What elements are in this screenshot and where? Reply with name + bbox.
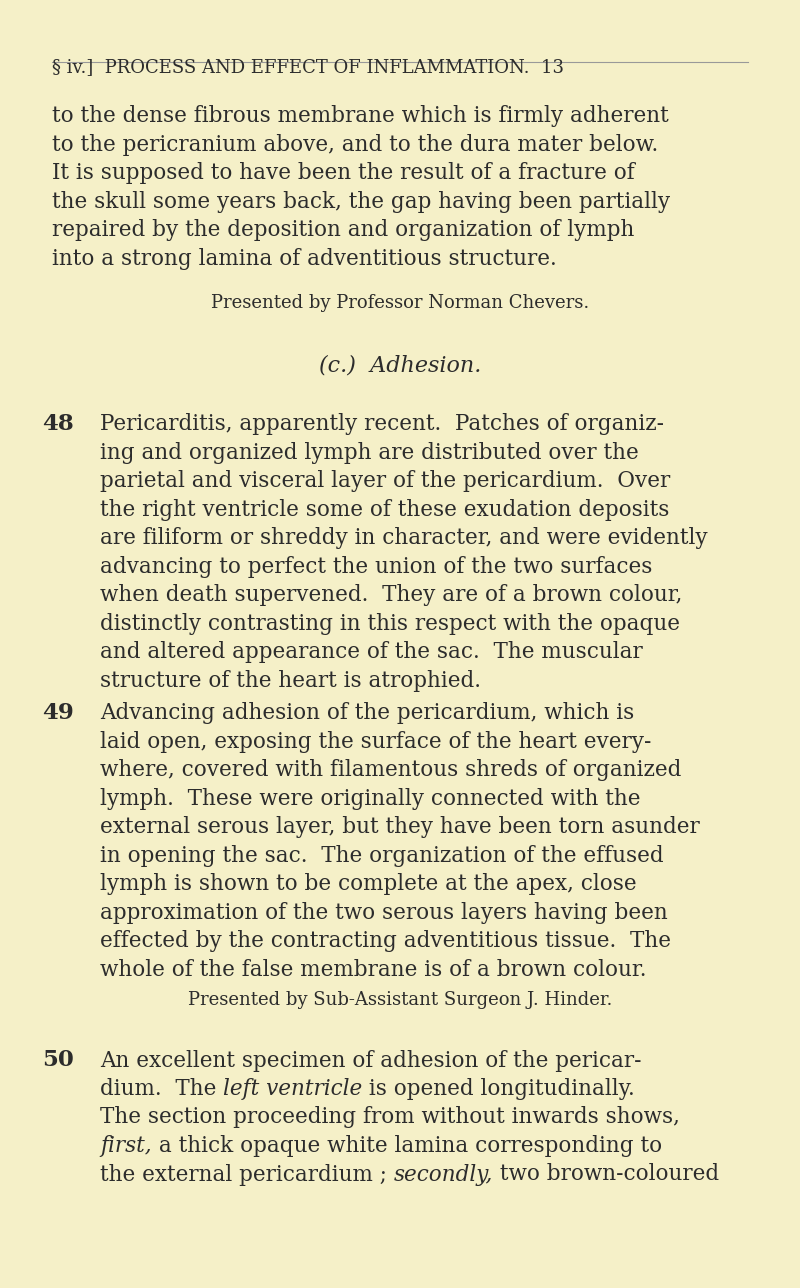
Text: § iv.]  PROCESS AND EFFECT OF INFLAMMATION.  13: § iv.] PROCESS AND EFFECT OF INFLAMMATIO… (52, 58, 564, 76)
Text: lymph is shown to be complete at the apex, close: lymph is shown to be complete at the ape… (100, 873, 637, 895)
Text: a thick opaque white lamina corresponding to: a thick opaque white lamina correspondin… (152, 1135, 662, 1157)
Text: the right ventricle some of these exudation deposits: the right ventricle some of these exudat… (100, 498, 670, 520)
Text: into a strong lamina of adventitious structure.: into a strong lamina of adventitious str… (52, 247, 557, 269)
Text: lymph.  These were originally connected with the: lymph. These were originally connected w… (100, 787, 641, 809)
Text: ing and organized lymph are distributed over the: ing and organized lymph are distributed … (100, 442, 638, 464)
Text: to the dense fibrous membrane which is firmly adherent: to the dense fibrous membrane which is f… (52, 106, 669, 128)
Text: in opening the sac.  The organization of the effused: in opening the sac. The organization of … (100, 845, 664, 867)
Text: left ventricle: left ventricle (223, 1078, 362, 1100)
Text: It is supposed to have been the result of a fracture of: It is supposed to have been the result o… (52, 162, 634, 184)
Text: repaired by the deposition and organization of lymph: repaired by the deposition and organizat… (52, 219, 634, 241)
Text: external serous layer, but they have been torn asunder: external serous layer, but they have bee… (100, 817, 700, 838)
Text: secondly,: secondly, (394, 1163, 493, 1185)
Text: Pericarditis, apparently recent.  Patches of organiz-: Pericarditis, apparently recent. Patches… (100, 413, 664, 435)
Text: 49: 49 (42, 702, 74, 724)
Text: and altered appearance of the sac.  The muscular: and altered appearance of the sac. The m… (100, 641, 642, 663)
Text: (c.)  Adhesion.: (c.) Adhesion. (319, 354, 481, 376)
Text: two brown-coloured: two brown-coloured (493, 1163, 719, 1185)
Text: is opened longitudinally.: is opened longitudinally. (362, 1078, 635, 1100)
Text: are filiform or shreddy in character, and were evidently: are filiform or shreddy in character, an… (100, 527, 708, 549)
Text: dium.  The: dium. The (100, 1078, 223, 1100)
Text: 48: 48 (42, 413, 74, 435)
Text: distinctly contrasting in this respect with the opaque: distinctly contrasting in this respect w… (100, 613, 680, 635)
Text: first,: first, (100, 1135, 152, 1157)
Text: whole of the false membrane is of a brown colour.: whole of the false membrane is of a brow… (100, 958, 646, 980)
Text: to the pericranium above, and to the dura mater below.: to the pericranium above, and to the dur… (52, 134, 658, 156)
Text: laid open, exposing the surface of the heart every-: laid open, exposing the surface of the h… (100, 730, 651, 752)
Text: The section proceeding from without inwards shows,: The section proceeding from without inwa… (100, 1106, 680, 1128)
Text: the skull some years back, the gap having been partially: the skull some years back, the gap havin… (52, 191, 670, 213)
Text: An excellent specimen of adhesion of the pericar-: An excellent specimen of adhesion of the… (100, 1050, 642, 1072)
Text: parietal and visceral layer of the pericardium.  Over: parietal and visceral layer of the peric… (100, 470, 670, 492)
Text: effected by the contracting adventitious tissue.  The: effected by the contracting adventitious… (100, 930, 671, 952)
Text: approximation of the two serous layers having been: approximation of the two serous layers h… (100, 902, 668, 923)
Text: structure of the heart is atrophied.: structure of the heart is atrophied. (100, 670, 481, 692)
Text: 50: 50 (42, 1050, 74, 1072)
Text: Advancing adhesion of the pericardium, which is: Advancing adhesion of the pericardium, w… (100, 702, 634, 724)
Text: Presented by Sub-Assistant Surgeon J. Hinder.: Presented by Sub-Assistant Surgeon J. Hi… (188, 990, 612, 1009)
Text: where, covered with filamentous shreds of organized: where, covered with filamentous shreds o… (100, 759, 682, 781)
Text: Presented by Professor Norman Chevers.: Presented by Professor Norman Chevers. (211, 294, 589, 312)
Text: when death supervened.  They are of a brown colour,: when death supervened. They are of a bro… (100, 583, 682, 605)
Text: advancing to perfect the union of the two surfaces: advancing to perfect the union of the tw… (100, 555, 652, 577)
Text: the external pericardium ;: the external pericardium ; (100, 1163, 394, 1185)
